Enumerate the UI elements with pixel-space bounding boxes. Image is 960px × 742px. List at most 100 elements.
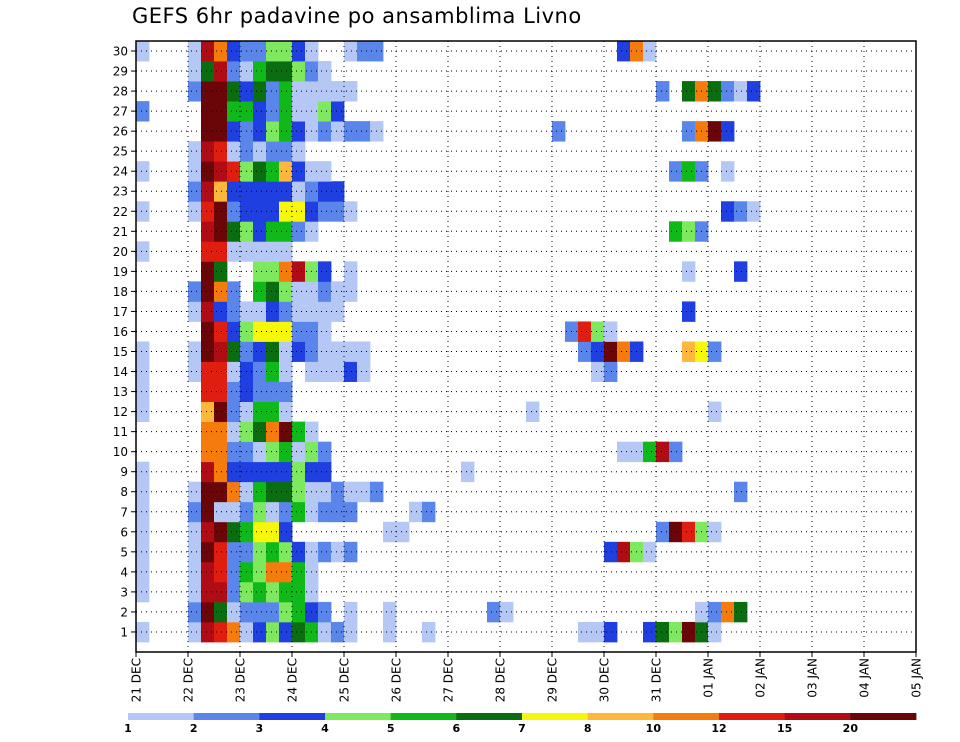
heatmap-cell [292, 541, 306, 563]
heatmap-cell [266, 121, 280, 142]
heatmap-cell [201, 161, 215, 182]
heatmap-cell [292, 501, 306, 523]
heatmap-cell [292, 601, 306, 623]
heatmap-cell [669, 521, 683, 543]
heatmap-cell [591, 361, 605, 382]
x-tick-label: 03 JAN [806, 658, 820, 698]
heatmap-cell [279, 81, 293, 102]
y-tick-label: 24 [113, 165, 128, 179]
x-tick-label: 04 JAN [858, 658, 872, 698]
heatmap-cell [279, 301, 293, 322]
heatmap-cell [201, 601, 215, 623]
heatmap-cell [227, 81, 241, 102]
heatmap-cell [136, 101, 150, 122]
heatmap-cell [227, 121, 241, 142]
heatmap-cell [201, 61, 215, 82]
heatmap-cell [669, 621, 683, 643]
heatmap-cell [201, 201, 215, 222]
heatmap-cell [266, 141, 280, 162]
x-tick-label: 31 DEC [650, 658, 664, 702]
heatmap-cell [344, 481, 358, 503]
heatmap-cell [214, 481, 228, 503]
y-tick-label: 16 [113, 325, 128, 339]
heatmap-cell [331, 501, 345, 523]
heatmap-cell [682, 521, 696, 543]
heatmap-cell [214, 301, 228, 322]
heatmap-cell [214, 581, 228, 603]
heatmap-cell [136, 401, 150, 423]
heatmap-cell [136, 521, 150, 543]
heatmap-cell [136, 381, 150, 402]
heatmap-cell [331, 121, 345, 142]
heatmap-cell [409, 501, 423, 523]
heatmap-cell [279, 221, 293, 242]
heatmap-cell [656, 621, 670, 643]
heatmap-cell [201, 81, 215, 102]
y-tick-label: 12 [113, 405, 128, 419]
heatmap-cell [253, 41, 267, 62]
heatmap-cell [227, 341, 241, 362]
heatmap-cell [318, 261, 332, 282]
heatmap-cell [318, 101, 332, 122]
heatmap-cell [292, 321, 306, 342]
heatmap-cell [214, 501, 228, 523]
heatmap-cell [214, 201, 228, 222]
x-tick-label: 29 DEC [546, 658, 560, 702]
heatmap-cell [591, 621, 605, 643]
heatmap-cell [214, 621, 228, 643]
heatmap-cell [292, 121, 306, 142]
y-tick-label: 9 [120, 465, 128, 479]
heatmap-cell [396, 521, 410, 543]
heatmap-cell [357, 41, 371, 62]
heatmap-cell [526, 401, 540, 423]
heatmap-cell [331, 281, 345, 302]
heatmap-cell [344, 121, 358, 142]
heatmap-cell [344, 621, 358, 643]
chart-title: GEFS 6hr padavine po ansamblima Livno [132, 4, 582, 28]
heatmap-cell [227, 381, 241, 402]
heatmap-cell [318, 281, 332, 302]
heatmap-cell [227, 141, 241, 162]
heatmap-cell [357, 121, 371, 142]
heatmap-cell [266, 321, 280, 342]
heatmap-cell [201, 561, 215, 583]
legend-label: 5 [387, 722, 395, 735]
heatmap-cell [279, 141, 293, 162]
heatmap-cell [318, 121, 332, 142]
heatmap-cell [136, 361, 150, 382]
x-tick-label: 27 DEC [442, 658, 456, 702]
heatmap-cell [266, 361, 280, 382]
heatmap-cell [227, 541, 241, 563]
heatmap-cell [617, 341, 631, 362]
heatmap-cell [747, 201, 761, 222]
heatmap-cell [279, 101, 293, 122]
heatmap-cell [188, 161, 202, 182]
heatmap-cell [279, 181, 293, 202]
y-tick-label: 23 [113, 185, 128, 199]
heatmap-cell [292, 301, 306, 322]
heatmap-cell [331, 621, 345, 643]
legend-label: 10 [646, 722, 662, 735]
heatmap-cell [344, 601, 358, 623]
heatmap-cell [708, 341, 722, 362]
heatmap-cell [136, 501, 150, 523]
heatmap-cell [266, 241, 280, 262]
heatmap-cell [617, 441, 631, 463]
heatmap-cell [292, 261, 306, 282]
heatmap-cell [604, 361, 618, 382]
x-tick-label: 01 JAN [702, 658, 716, 698]
x-tick-label: 21 DEC [130, 658, 144, 702]
heatmap-cell [422, 501, 436, 523]
heatmap-cell [279, 61, 293, 82]
heatmap-cell [331, 361, 345, 382]
heatmap-cell [214, 361, 228, 382]
heatmap-cell [201, 221, 215, 242]
heatmap-cell [318, 61, 332, 82]
x-tick-label: 25 DEC [338, 658, 352, 702]
heatmap-cell [266, 301, 280, 322]
heatmap-cell [643, 541, 657, 563]
y-tick-label: 29 [113, 65, 128, 79]
heatmap-cell [136, 41, 150, 62]
heatmap-cell [214, 401, 228, 423]
